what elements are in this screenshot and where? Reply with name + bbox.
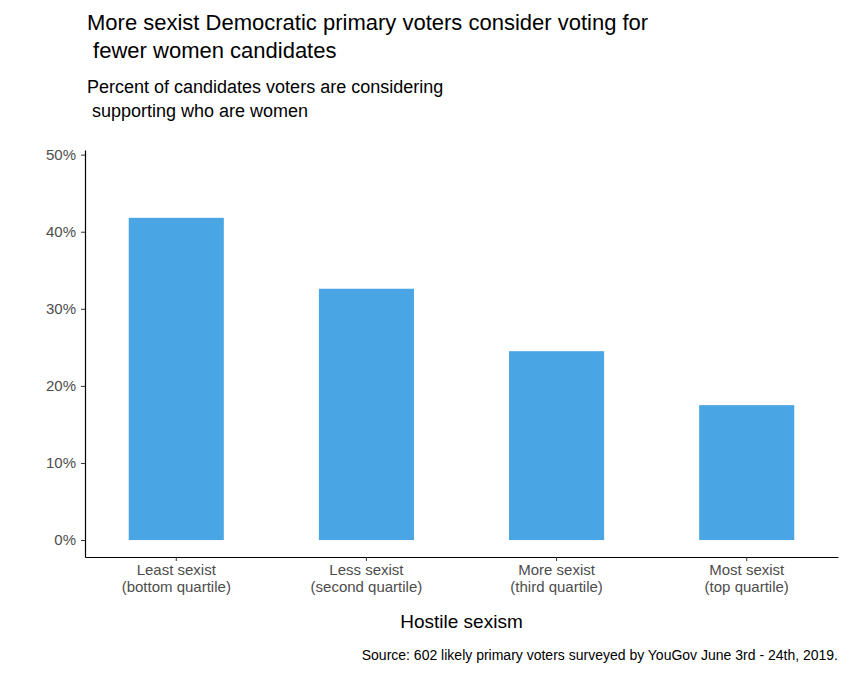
y-axis: 0% 10% 20% 30% 40% 50% [46,146,86,558]
y-tick-mark [81,232,85,233]
text-line: (second quartile) [311,578,423,595]
x-axis-title: Hostile sexism [400,611,522,632]
x-axis: Least sexist(bottom quartile) Less sexist… [86,557,839,595]
y-tick-mark [81,463,85,464]
x-tick-label: Least sexist(bottom quartile) [122,561,231,595]
y-tick-label: 30% [46,300,76,317]
x-tick: Less sexist(second quartile) [311,557,423,595]
y-tick-mark [81,540,85,541]
text-line: Percent of candidates voters are conside… [87,77,443,97]
text-line: (third quartile) [510,578,603,595]
text-line: More sexist Democratic primary voters co… [87,10,648,35]
y-tick-mark [81,155,85,156]
x-tick-label: More sexist(third quartile) [510,561,603,595]
subtitle: Percent of candidates voters are conside… [87,77,443,121]
bars [129,218,795,540]
chart: More sexist Democratic primary voters co… [0,0,850,675]
bar [319,289,414,540]
y-tick: 10% [46,454,85,471]
y-tick: 40% [46,223,85,240]
y-tick-label: 40% [46,223,76,240]
y-tick-mark [81,309,85,310]
y-tick-label: 10% [46,454,76,471]
text-line: supporting who are women [87,101,308,121]
text-line: (bottom quartile) [122,578,231,595]
title: More sexist Democratic primary voters co… [87,10,648,63]
text-line: fewer women candidates [87,38,336,63]
y-tick: 30% [46,300,85,317]
text-line: Less sexist [329,561,404,578]
bar [699,405,794,540]
y-tick-mark [81,386,85,387]
x-tick: Least sexist(bottom quartile) [122,557,231,595]
y-axis-line [85,151,86,558]
text-line: More sexist [518,561,596,578]
text-line: (top quartile) [705,578,789,595]
y-tick-label: 50% [46,146,76,163]
x-tick-label: Less sexist(second quartile) [311,561,423,595]
source: Source: 602 likely primary voters survey… [362,647,838,663]
text-line: Least sexist [137,561,217,578]
bar [129,218,224,540]
y-tick: 50% [46,146,85,163]
x-tick: More sexist(third quartile) [510,557,603,595]
x-tick: Most sexist(top quartile) [705,557,789,595]
y-tick: 0% [54,531,85,548]
y-tick: 20% [46,377,85,394]
x-axis-line [86,557,839,558]
bar [509,351,604,540]
y-tick-label: 20% [46,377,76,394]
y-tick-label: 0% [54,531,76,548]
x-tick-label: Most sexist(top quartile) [705,561,789,595]
text-line: Most sexist [709,561,785,578]
